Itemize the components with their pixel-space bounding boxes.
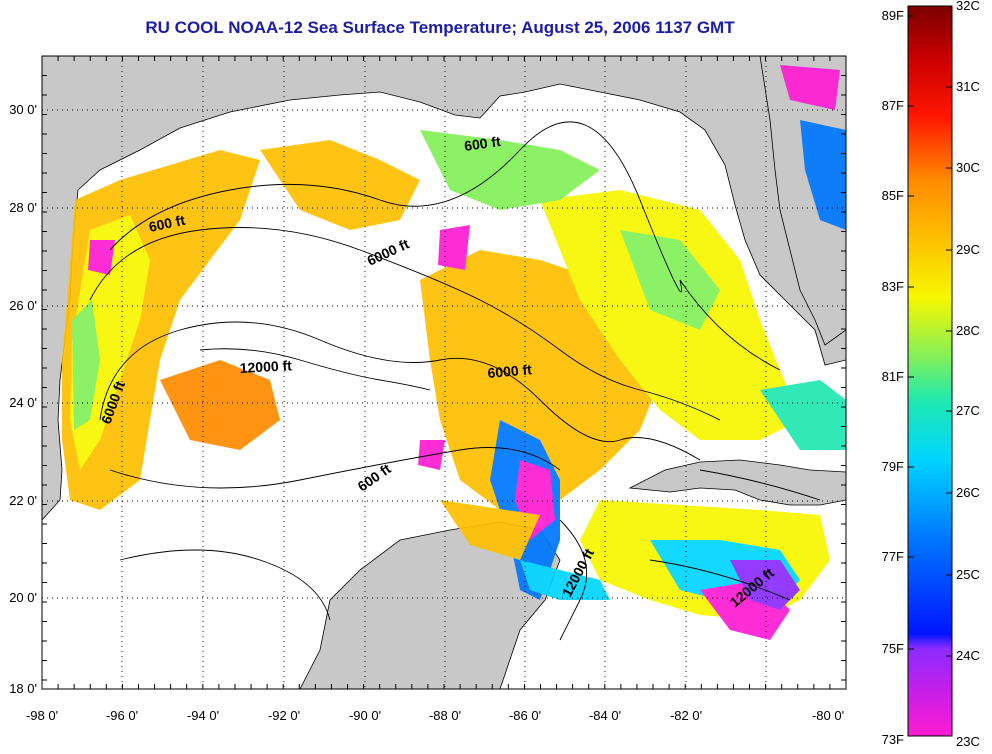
lon-tick-label: -90 0' <box>349 708 381 723</box>
colorbar-f-label: 79F <box>882 459 904 474</box>
colorbar-f-label: 81F <box>882 369 904 384</box>
colorbar-c-label: 30C <box>956 160 980 175</box>
contour-label: 12000 ft <box>239 357 292 376</box>
lon-tick-label: -94 0' <box>187 708 219 723</box>
colorbar-f-label: 89F <box>882 8 904 23</box>
graticule <box>42 56 846 689</box>
colorbar-c-label: 28C <box>956 323 980 338</box>
colorbar-c-label: 32C <box>956 0 980 13</box>
lon-tick-label: -82 0' <box>670 708 702 723</box>
contour-label: 600 ft <box>147 212 186 235</box>
colorbar-f-label: 77F <box>882 549 904 564</box>
lon-tick-label: -92 0' <box>268 708 300 723</box>
colorbar-f-label: 83F <box>882 279 904 294</box>
colorbar-c-label: 23C <box>956 734 980 749</box>
colorbar-c-label: 26C <box>956 485 980 500</box>
bathymetry-contours <box>89 121 821 641</box>
colorbar: 89F 87F 85F 83F 81F 79F 77F 75F 73F 32C … <box>882 0 980 749</box>
colorbar-f-label: 87F <box>882 98 904 113</box>
colorbar-c-label: 24C <box>956 648 980 663</box>
colorbar-f-label: 73F <box>882 732 904 747</box>
colorbar-c-label: 31C <box>956 79 980 94</box>
contour-label: 6000 ft <box>487 361 533 381</box>
colorbar-f-label: 75F <box>882 641 904 656</box>
map-title: RU COOL NOAA-12 Sea Surface Temperature;… <box>145 18 735 37</box>
latitude-axis: 30 0' 28 0' 26 0' 24 0' 22 0' 20 0' 18 0… <box>9 102 37 696</box>
lat-tick-label: 24 0' <box>9 395 37 410</box>
sst-data-field <box>62 65 846 640</box>
lon-tick-label: -80 0' <box>812 708 844 723</box>
lat-tick-label: 18 0' <box>9 681 37 696</box>
colorbar-f-label: 85F <box>882 188 904 203</box>
lat-tick-label: 28 0' <box>9 200 37 215</box>
lon-tick-label: -84 0' <box>589 708 621 723</box>
lat-tick-label: 26 0' <box>9 298 37 313</box>
lon-tick-label: -88 0' <box>429 708 461 723</box>
lat-tick-label: 22 0' <box>9 493 37 508</box>
colorbar-c-label: 25C <box>956 567 980 582</box>
lat-tick-label: 30 0' <box>9 102 37 117</box>
colorbar-c-label: 29C <box>956 242 980 257</box>
lon-tick-label: -96 0' <box>106 708 138 723</box>
lon-tick-label: -98 0' <box>26 708 58 723</box>
lon-tick-label: -86 0' <box>509 708 541 723</box>
longitude-axis: -98 0' -96 0' -94 0' -92 0' -90 0' -88 0… <box>26 708 844 723</box>
contour-label: 600 ft <box>463 133 502 154</box>
colorbar-c-label: 27C <box>956 403 980 418</box>
axis-ticks <box>41 55 846 689</box>
map-plot-area: 600 ft 600 ft 6000 ft 12000 ft 6000 ft 6… <box>42 56 846 689</box>
lat-tick-label: 20 0' <box>9 590 37 605</box>
cuba-land <box>628 459 846 506</box>
colorbar-gradient <box>907 5 953 737</box>
